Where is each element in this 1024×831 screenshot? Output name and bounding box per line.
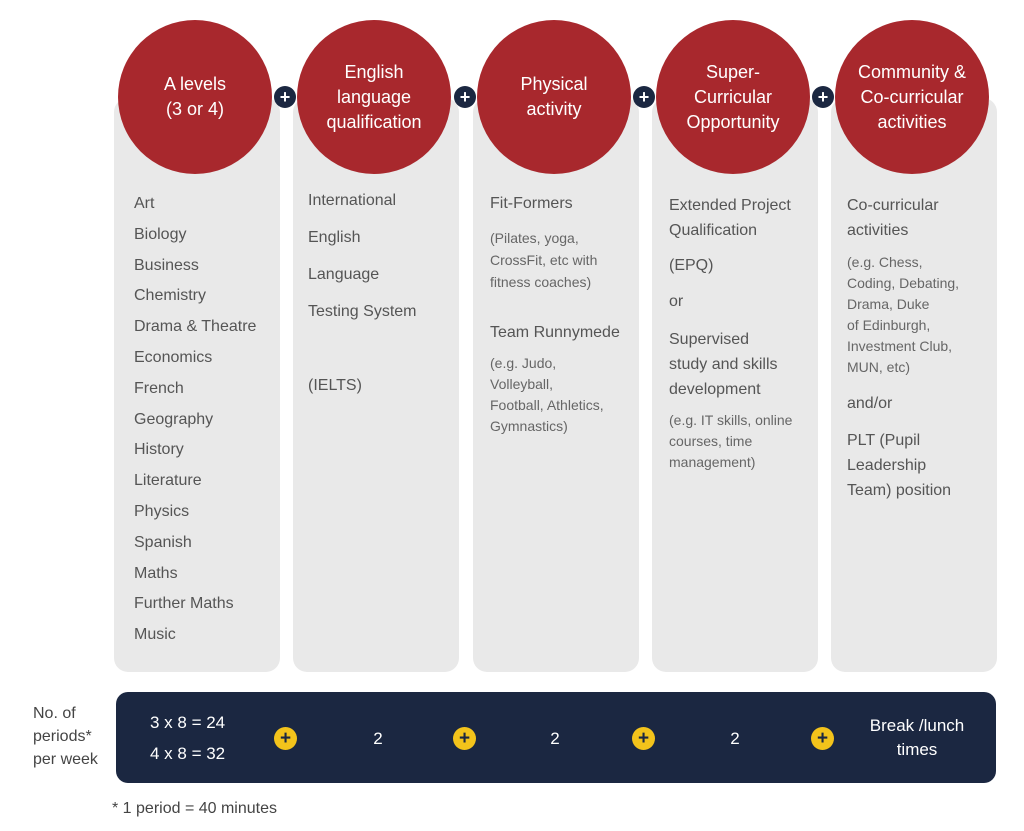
subject-item: Music <box>134 626 176 644</box>
english-circle: English language qualification <box>297 20 451 174</box>
subject-item: Biology <box>134 225 187 243</box>
alevels-subject-list: Art Biology Business Chemistry Drama & T… <box>134 189 256 651</box>
physical-item-fitformers-note: (Pilates, yoga, CrossFit, etc with fitne… <box>490 230 598 290</box>
subject-item: History <box>134 441 184 459</box>
supercurricular-content: Extended Project Qualification (EPQ) or … <box>669 193 792 473</box>
subject-item: Literature <box>134 472 202 490</box>
plus-icon: + <box>454 86 476 108</box>
periods-physical: 2 <box>550 729 560 748</box>
alevels-panel <box>114 98 280 672</box>
community-item-cocurricular: Co-curricular activities <box>847 197 939 239</box>
supercurricular-item-study-note: (e.g. IT skills, online courses, time ma… <box>669 412 793 470</box>
plus-icon: + <box>274 727 297 750</box>
subject-item: French <box>134 379 184 397</box>
english-line: Language <box>308 266 380 283</box>
plus-icon: + <box>274 86 296 108</box>
community-connector: and/or <box>847 395 893 412</box>
community-circle: Community & Co-curricular activities <box>835 20 989 174</box>
periods-bar <box>116 692 996 783</box>
supercurricular-item-study: Supervised study and skills development <box>669 331 778 398</box>
subject-item: Geography <box>134 410 214 428</box>
plus-icon: + <box>632 727 655 750</box>
subject-item: Drama & Theatre <box>134 318 257 336</box>
physical-circle: Physical activity <box>477 20 631 174</box>
periods-alevels-24: 3 x 8 = 24 <box>150 713 226 732</box>
physical-panel <box>473 98 639 672</box>
supercurricular-title: Super- Curricular Opportunity <box>686 61 780 132</box>
community-item-plt: PLT (Pupil Leadership Team) position <box>847 432 952 499</box>
english-line: Testing System <box>308 303 417 320</box>
subject-item: Business <box>134 256 199 274</box>
periods-community: Break /lunch times <box>869 716 965 759</box>
subject-item: Economics <box>134 348 213 366</box>
community-panel <box>831 98 997 672</box>
supercurricular-connector: or <box>669 293 684 310</box>
supercurricular-item-epq: Extended Project Qualification <box>669 197 791 239</box>
subject-item: Chemistry <box>134 287 207 305</box>
periods-alevels-32: 4 x 8 = 32 <box>150 744 226 763</box>
english-line: International <box>308 192 397 209</box>
community-title: Community & Co-curricular activities <box>857 61 967 132</box>
physical-title: Physical activity <box>520 74 588 119</box>
physical-item-fitformers: Fit-Formers <box>490 195 573 212</box>
subject-item: Spanish <box>134 533 192 551</box>
subject-item: Further Maths <box>134 595 234 613</box>
plus-icon: + <box>453 727 476 750</box>
plus-icon: + <box>633 86 655 108</box>
community-content: Co-curricular activities (e.g. Chess, Co… <box>847 193 959 503</box>
alevels-title: A levels (3 or 4) <box>163 74 227 119</box>
plus-icon: + <box>812 86 834 108</box>
supercurricular-item-epq-abbr: (EPQ) <box>669 257 714 274</box>
physical-item-team-note: (e.g. Judo, Volleyball, Football, Athlet… <box>490 355 604 434</box>
footnote: * 1 period = 40 minutes <box>112 800 277 817</box>
english-panel <box>293 98 459 672</box>
physical-item-team: Team Runnymede <box>490 324 620 341</box>
periods-english: 2 <box>373 729 383 748</box>
subject-item: Maths <box>134 564 178 582</box>
community-item-cocurricular-note: (e.g. Chess, Coding, Debating, Drama, Du… <box>847 254 960 375</box>
english-line: (IELTS) <box>308 377 362 394</box>
supercurricular-circle: Super- Curricular Opportunity <box>656 20 810 174</box>
english-line: English <box>308 229 361 246</box>
english-content: International English Language Testing S… <box>308 192 416 395</box>
alevels-circle: A levels (3 or 4) <box>118 20 272 174</box>
periods-supercurricular: 2 <box>730 729 740 748</box>
physical-content: Fit-Formers (Pilates, yoga, CrossFit, et… <box>490 193 620 437</box>
subject-item: Art <box>134 195 155 212</box>
english-title: English language qualification <box>326 61 422 132</box>
subject-item: Physics <box>134 502 190 520</box>
plus-icon: + <box>811 727 834 750</box>
periods-label: No. of periods* per week <box>33 705 98 768</box>
supercurricular-panel <box>652 98 818 672</box>
